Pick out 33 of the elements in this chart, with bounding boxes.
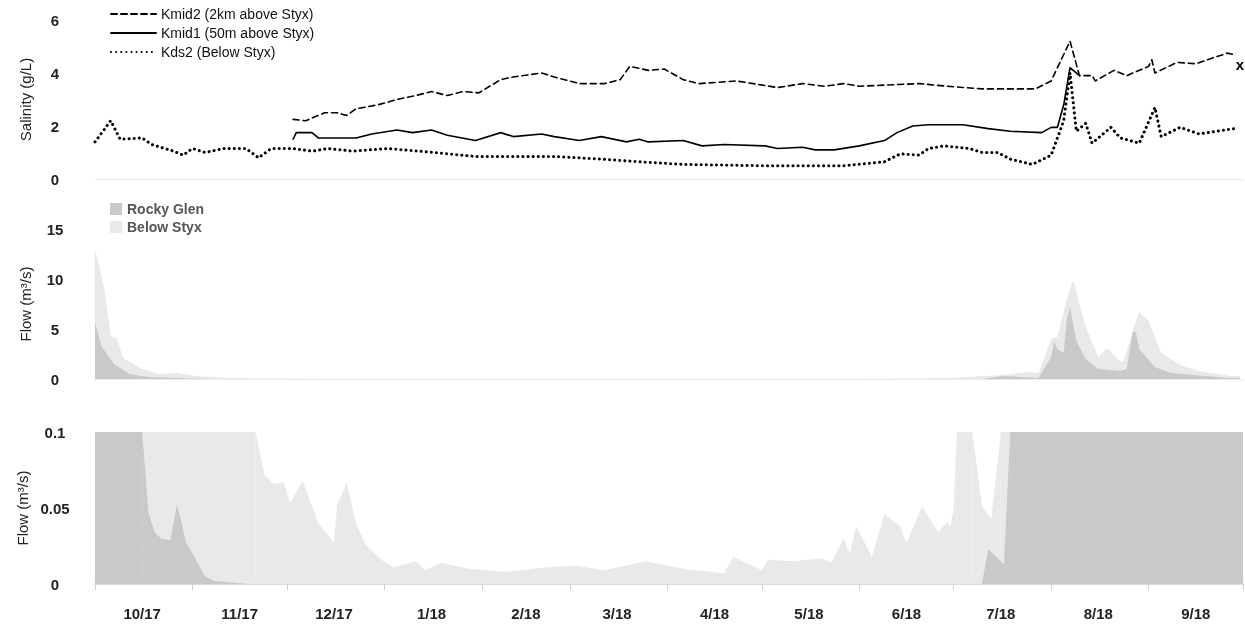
y-tick-label: 15 bbox=[46, 220, 64, 238]
y-axis-title: Flow (m³/s) bbox=[17, 266, 34, 342]
x-tick-label: 3/18 bbox=[602, 605, 632, 622]
x-tick-label: 1/18 bbox=[416, 605, 447, 622]
y-tick-label: 2 bbox=[50, 117, 60, 135]
x-tick-label: 10/17 bbox=[123, 605, 161, 622]
x-tick-label: 12/17 bbox=[315, 605, 353, 622]
y-axis-title: Salinity (g/L) bbox=[17, 57, 34, 142]
y-tick-label: 0 bbox=[50, 370, 60, 388]
x-tick-label: 6/18 bbox=[891, 605, 922, 622]
legend-label: Kds2 (Below Styx) bbox=[161, 44, 276, 60]
legend-label: Below Styx bbox=[127, 219, 202, 235]
y-tick-label: 0 bbox=[50, 575, 60, 593]
x-tick-label: 8/18 bbox=[1083, 605, 1113, 622]
annotation: x bbox=[1235, 56, 1245, 73]
y-tick-label: 10 bbox=[46, 270, 64, 288]
y-tick-label: 4 bbox=[50, 64, 60, 82]
x-tick-label: 9/18 bbox=[1181, 605, 1211, 622]
legend-label: Rocky Glen bbox=[127, 201, 205, 217]
y-tick-label: 0 bbox=[50, 170, 60, 188]
x-tick-label: 4/18 bbox=[700, 605, 730, 622]
line-series bbox=[93, 71, 1236, 168]
x-tick-label: 11/17 bbox=[221, 605, 259, 622]
y-tick-label: 0.05 bbox=[40, 499, 70, 517]
y-tick-label: 0.1 bbox=[44, 423, 66, 441]
legend-label: Kmid2 (2km above Styx) bbox=[161, 6, 314, 22]
y-tick-label: 5 bbox=[50, 320, 60, 338]
y-axis-title: Flow (m³/s) bbox=[13, 470, 31, 546]
legend-label: Kmid1 (50m above Styx) bbox=[161, 25, 315, 41]
x-tick-label: 7/18 bbox=[986, 605, 1016, 622]
x-tick-label: 5/18 bbox=[794, 605, 824, 622]
y-tick-label: 6 bbox=[50, 11, 60, 29]
x-tick-label: 2/18 bbox=[511, 605, 541, 622]
